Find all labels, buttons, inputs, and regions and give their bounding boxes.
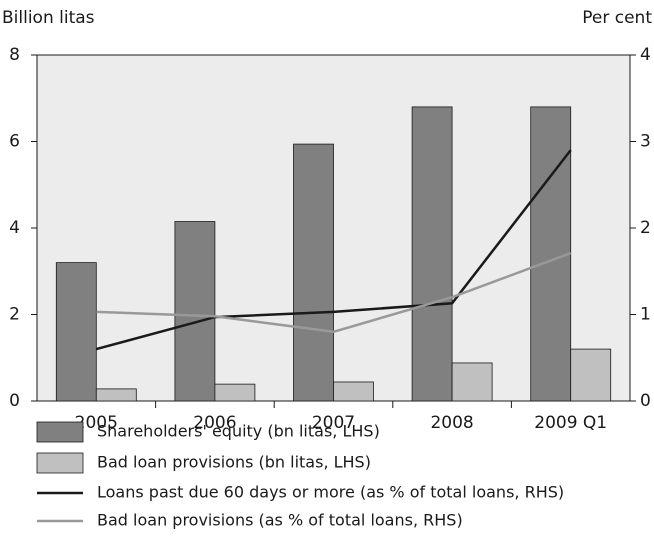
y2-tick-label: 0 bbox=[640, 391, 651, 411]
y-axis-label: Billion litas bbox=[2, 8, 95, 28]
x-tick-label: 2009 Q1 bbox=[534, 413, 607, 433]
bar bbox=[55, 262, 97, 402]
bar bbox=[95, 388, 137, 402]
x-tick-label: 2007 bbox=[312, 413, 355, 433]
bar bbox=[214, 383, 256, 402]
legend-label: Shareholders' equity (bn litas, LHS) bbox=[97, 422, 380, 441]
legend-swatch bbox=[36, 421, 84, 443]
y2-tick-label: 2 bbox=[640, 218, 651, 238]
y-tick-label: 2 bbox=[9, 305, 20, 325]
legend-label: Bad loan provisions (bn litas, LHS) bbox=[97, 453, 371, 472]
y-tick-label: 0 bbox=[9, 391, 20, 411]
y-tick-label: 6 bbox=[9, 132, 20, 152]
y2-axis-label: Per cent bbox=[582, 8, 652, 28]
legend-label: Loans past due 60 days or more (as % of … bbox=[97, 483, 564, 502]
bar bbox=[570, 348, 612, 402]
line bbox=[95, 149, 572, 351]
legend-label: Bad loan provisions (as % of total loans… bbox=[97, 511, 463, 530]
y-tick-label: 4 bbox=[9, 218, 20, 238]
line bbox=[96, 251, 572, 334]
x-tick-label: 2008 bbox=[430, 413, 473, 433]
bar bbox=[530, 106, 572, 402]
y2-tick-label: 1 bbox=[640, 305, 651, 325]
y2-tick-label: 3 bbox=[640, 132, 651, 152]
y-tick-label: 8 bbox=[9, 45, 20, 65]
x-tick-label: 2005 bbox=[75, 413, 118, 433]
bar bbox=[333, 381, 374, 402]
bar bbox=[451, 362, 493, 402]
y2-tick-label: 4 bbox=[640, 45, 651, 65]
bar bbox=[174, 221, 216, 402]
x-tick-label: 2006 bbox=[193, 413, 236, 433]
legend-swatch bbox=[36, 452, 84, 474]
bar bbox=[293, 143, 334, 402]
bar bbox=[411, 106, 453, 402]
